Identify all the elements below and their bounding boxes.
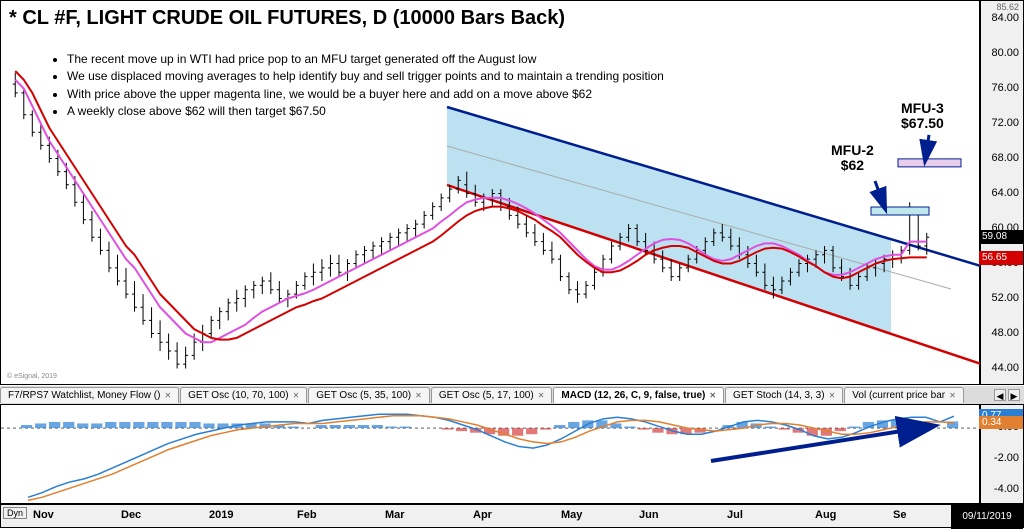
tab-scroll-arrows: ◀ ▶ [994,389,1024,401]
main-y-axis: 85.62 44.0048.0052.0056.0060.0064.0068.0… [980,0,1024,385]
close-icon[interactable]: ✕ [829,391,836,400]
close-icon[interactable]: ✕ [415,391,422,400]
copyright-text: © eSignal, 2019 [7,373,57,380]
indicator-tab[interactable]: F7/RPS7 Watchlist, Money Flow ()✕ [0,387,179,403]
close-icon[interactable]: ✕ [709,391,716,400]
close-icon[interactable]: ✕ [949,391,956,400]
analysis-bullets: The recent move up in WTI had price pop … [53,51,664,121]
dyn-label[interactable]: Dyn [3,507,27,519]
current-date-box: 09/11/2019 [951,505,1023,529]
close-icon[interactable]: ✕ [293,391,300,400]
macd-panel[interactable] [0,404,980,504]
indicator-tab[interactable]: GET Osc (5, 35, 100)✕ [308,387,430,403]
close-icon[interactable]: ✕ [164,391,171,400]
indicator-tab[interactable]: GET Osc (5, 17, 100)✕ [431,387,553,403]
macd-y-axis: 0.00-2.00-4.000.770.34 [980,404,1024,504]
indicator-tabs: F7/RPS7 Watchlist, Money Flow ()✕GET Osc… [0,386,1024,404]
y-sublabel: 85.62 [996,2,1019,12]
mfu3-label: MFU-3$67.50 [901,101,944,132]
chart-title: * CL #F, LIGHT CRUDE OIL FUTURES, D (100… [9,7,565,30]
x-axis: Dyn 09/11/2019 NovDec2019FebMarAprMayJun… [0,504,1024,528]
tab-scroll-right[interactable]: ▶ [1008,389,1020,401]
mfu2-label: MFU-2$62 [831,143,874,174]
indicator-tab[interactable]: GET Stoch (14, 3, 3)✕ [725,387,843,403]
indicator-tab[interactable]: Vol (current price bar✕ [844,387,964,403]
close-icon[interactable]: ✕ [538,391,545,400]
tab-scroll-left[interactable]: ◀ [994,389,1006,401]
macd-svg [1,405,981,505]
main-chart[interactable]: * CL #F, LIGHT CRUDE OIL FUTURES, D (100… [0,0,980,385]
indicator-tab[interactable]: GET Osc (10, 70, 100)✕ [180,387,307,403]
indicator-tab[interactable]: MACD (12, 26, C, 9, false, true)✕ [553,387,724,403]
